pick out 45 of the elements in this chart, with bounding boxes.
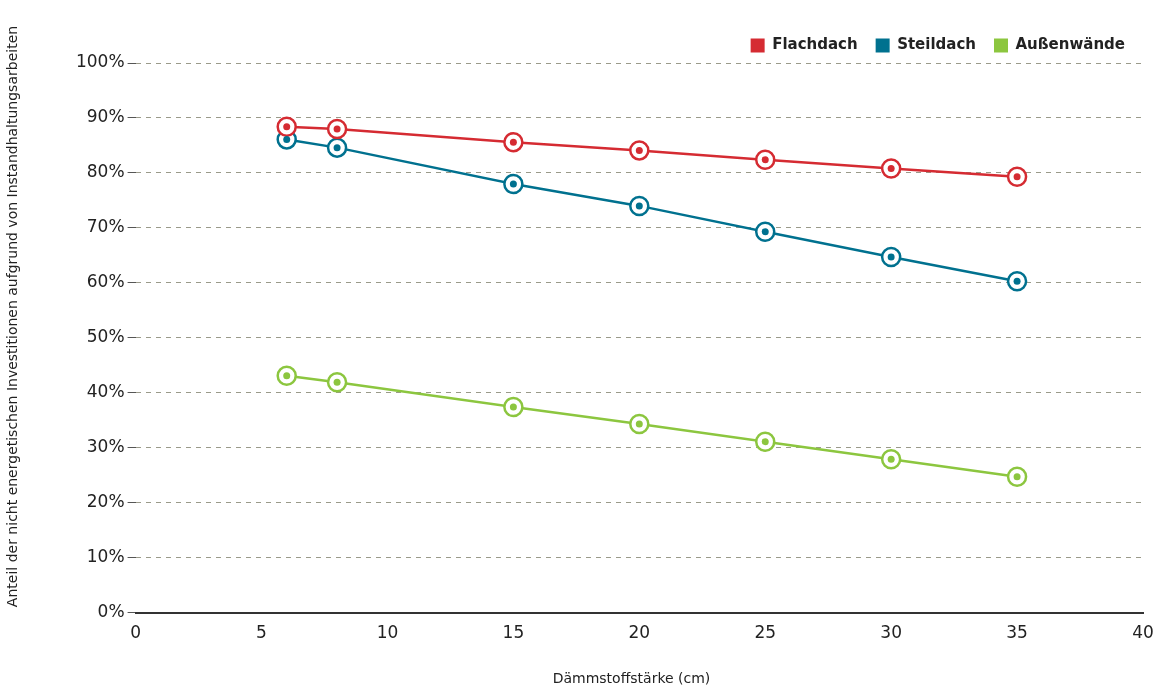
- legend-label: Flachdach: [772, 35, 858, 54]
- point: [1006, 270, 1028, 292]
- point: [754, 221, 776, 242]
- x-tick-label: 10: [376, 622, 399, 643]
- point: [503, 173, 524, 195]
- x-tick-label: 40: [1132, 622, 1154, 643]
- legend-label: Außenwände: [1015, 35, 1125, 54]
- y-tick-label: 90%: [86, 106, 125, 127]
- legend-label: Steildach: [897, 35, 977, 54]
- point: [326, 372, 348, 393]
- point: [754, 431, 776, 452]
- y-tick-label: 100%: [75, 51, 125, 72]
- point: [503, 396, 524, 418]
- point: [880, 158, 902, 179]
- y-tick-label: 30%: [86, 436, 125, 457]
- point: [629, 195, 650, 217]
- x-tick-label: 0: [130, 622, 142, 643]
- point: [503, 131, 524, 153]
- point: [276, 365, 297, 386]
- y-tick-label: 0%: [97, 601, 125, 622]
- y-tick-label: 50%: [86, 326, 125, 347]
- x-tick-label: 35: [1006, 622, 1028, 643]
- point: [880, 449, 902, 470]
- point: [1006, 166, 1028, 188]
- x-tick-label: 20: [628, 622, 651, 643]
- point: [326, 118, 348, 140]
- point: [326, 137, 348, 158]
- x-axis-title: Dämmstoffstärke (cm): [551, 670, 712, 686]
- y-tick-label: 20%: [86, 491, 125, 512]
- point: [629, 140, 650, 161]
- x-tick-label: 30: [880, 622, 902, 643]
- y-tick-label: 40%: [86, 381, 125, 402]
- y-tick-label: 70%: [86, 216, 125, 237]
- x-tick-label: 25: [754, 622, 777, 643]
- x-tick-label: 15: [502, 622, 525, 643]
- y-axis-title: Anteil der nicht energetischen Investitionen aufgrund von Instandhaltungsarbeiten: [4, 24, 20, 610]
- y-tick-label: 80%: [86, 161, 125, 182]
- point: [754, 149, 776, 170]
- y-tick-label: 10%: [86, 546, 125, 567]
- point: [276, 116, 297, 137]
- y-tick-label: 60%: [86, 271, 125, 292]
- x-tick-label: 5: [256, 622, 267, 643]
- point: [880, 246, 902, 268]
- point: [1006, 466, 1028, 488]
- point: [629, 413, 650, 435]
